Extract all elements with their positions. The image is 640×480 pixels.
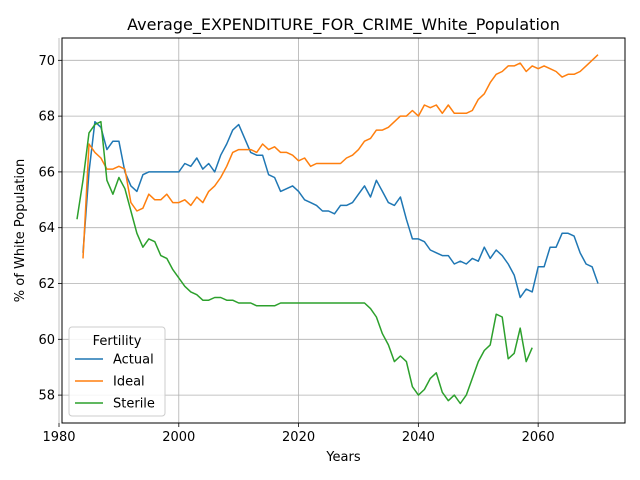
legend-entries: Actual Ideal Sterile [75,353,155,412]
x-tick-label: 1980 [42,430,75,445]
series-lines [76,54,599,405]
y-tick-label: 66 [38,165,55,180]
x-tick-label: 2060 [522,430,555,445]
y-tick-label: 58 [38,389,55,404]
legend-label-sterile: Sterile [113,397,155,412]
y-tick-label: 68 [38,110,55,125]
legend-title: Fertility [93,334,142,349]
series-line-ideal [82,54,599,259]
legend-label-ideal: Ideal [113,375,145,390]
gridlines [58,38,625,423]
y-axis-label: % of White Population [13,159,28,302]
chart-title: Average_EXPENDITURE_FOR_CRIME_White_Popu… [127,15,560,35]
y-tick-label: 62 [38,277,55,292]
y-axis-ticks: 58 60 62 64 66 68 70 [38,54,62,404]
series-line-actual [82,120,599,299]
legend-label-actual: Actual [113,353,154,368]
y-tick-label: 60 [38,333,55,348]
x-tick-label: 2020 [282,430,315,445]
x-axis-ticks: 1980 2000 2020 2040 2060 [42,423,555,445]
x-axis-label: Years [325,450,361,465]
y-tick-label: 70 [38,54,55,69]
x-tick-label: 2040 [402,430,435,445]
legend-box [68,326,166,417]
legend: Fertility Actual Ideal Sterile [68,326,166,417]
x-tick-label: 2000 [162,430,195,445]
y-tick-label: 64 [38,221,55,236]
series-line-sterile [76,120,533,405]
plot-frame [61,37,626,424]
